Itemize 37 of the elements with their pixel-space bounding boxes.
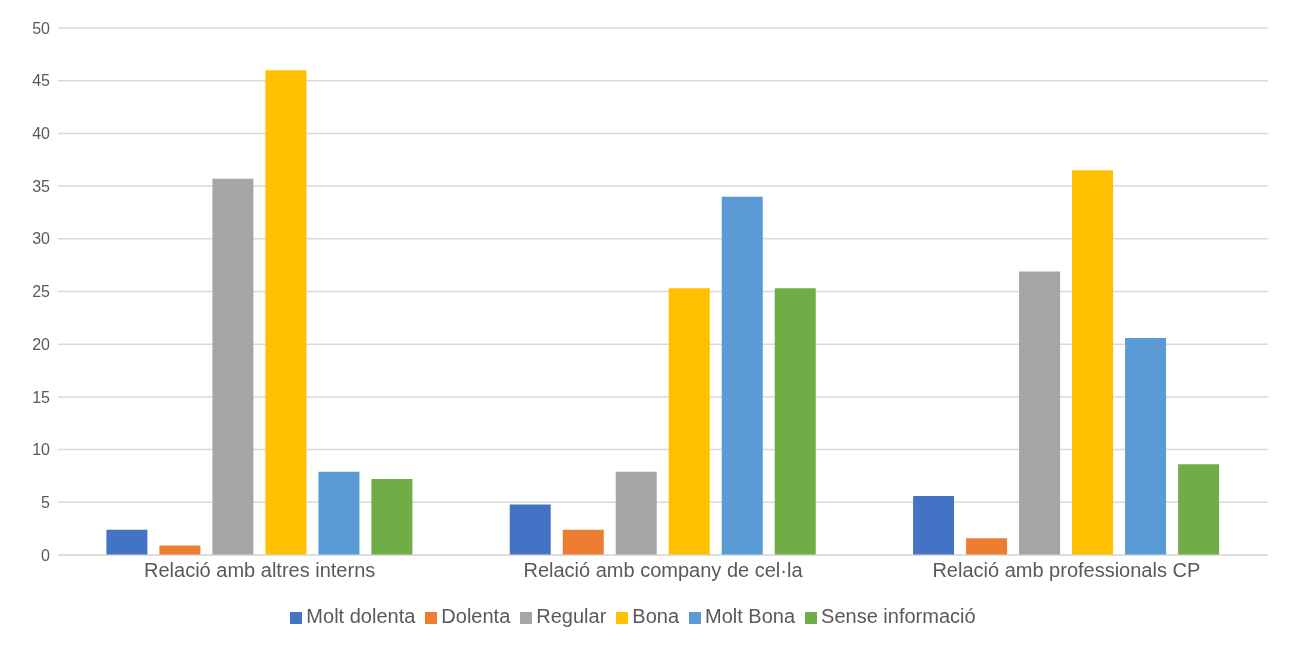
bar xyxy=(966,538,1008,555)
bar xyxy=(1178,464,1220,555)
x-tick-label: Relació amb professionals CP xyxy=(932,559,1201,582)
legend-label: Molt dolenta xyxy=(306,605,416,627)
legend-label: Bona xyxy=(632,605,680,627)
bar xyxy=(774,288,816,555)
bar xyxy=(721,196,763,555)
bar xyxy=(1072,170,1114,555)
y-tick-label: 5 xyxy=(41,493,51,511)
y-tick-label: 30 xyxy=(32,230,51,248)
y-tick-label: 40 xyxy=(32,125,51,143)
x-tick-label: Relació amb company de cel·la xyxy=(523,559,804,582)
bar xyxy=(668,288,710,555)
y-tick-label: 20 xyxy=(32,335,51,353)
y-tick-label: 0 xyxy=(41,546,51,564)
legend-label: Dolenta xyxy=(441,605,511,627)
legend-label: Sense informació xyxy=(821,605,976,627)
bar xyxy=(509,504,551,555)
bar xyxy=(562,529,604,555)
bar xyxy=(106,529,148,555)
bar xyxy=(265,70,307,555)
y-tick-label: 35 xyxy=(32,177,51,195)
y-tick-label: 50 xyxy=(32,19,51,37)
legend-label: Regular xyxy=(536,605,607,627)
y-tick-label: 15 xyxy=(32,388,51,406)
bar xyxy=(318,471,360,555)
bar xyxy=(913,495,955,555)
bar xyxy=(1125,337,1167,555)
y-tick-label: 45 xyxy=(32,72,51,90)
bar xyxy=(371,479,413,555)
x-tick-label: Relació amb altres interns xyxy=(144,559,376,582)
y-tick-label: 10 xyxy=(32,441,51,459)
bar xyxy=(615,471,657,555)
bar xyxy=(212,178,254,555)
legend-label: Molt Bona xyxy=(705,605,796,627)
y-tick-label: 25 xyxy=(32,283,51,301)
bar xyxy=(1019,271,1061,555)
